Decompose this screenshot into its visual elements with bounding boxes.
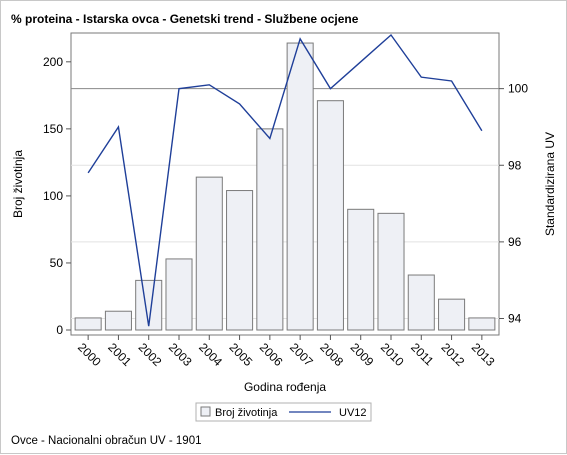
bars bbox=[74, 42, 496, 331]
bar bbox=[195, 176, 223, 331]
legend-bar-label: Broj životinja bbox=[215, 407, 278, 419]
bar bbox=[407, 274, 435, 331]
y-axis-label: Broj životinja bbox=[11, 150, 25, 218]
x-tick-label: 2013 bbox=[469, 340, 498, 369]
y2-axis-label: Standardizirana UV bbox=[543, 132, 557, 236]
bar bbox=[468, 317, 496, 331]
x-tick-label: 2005 bbox=[226, 340, 255, 369]
bar bbox=[347, 208, 375, 331]
bar bbox=[438, 298, 466, 331]
bar bbox=[377, 212, 405, 331]
y2-tick-label: 100 bbox=[508, 82, 528, 96]
legend-box bbox=[195, 402, 372, 422]
y2-tick-label: 98 bbox=[508, 158, 522, 172]
y-tick-label: 200 bbox=[43, 55, 63, 69]
y-tick-label: 50 bbox=[50, 256, 64, 270]
x-tick-label: 2008 bbox=[317, 340, 346, 369]
uv-line bbox=[87, 33, 483, 327]
x-tick-label: 2012 bbox=[438, 340, 467, 369]
bar bbox=[165, 258, 193, 331]
legend-line-label: UV12 bbox=[339, 407, 367, 419]
x-tick-label: 2003 bbox=[166, 340, 195, 369]
y-axis-left: 0 50 100 150 200 bbox=[43, 55, 71, 337]
bar bbox=[286, 42, 314, 331]
y-tick-label: 150 bbox=[43, 122, 63, 136]
legend-bar-swatch bbox=[200, 406, 211, 417]
bar bbox=[74, 317, 102, 331]
y-axis-right: 94 96 98 100 bbox=[499, 82, 528, 326]
x-axis: 2000 2001 2002 2003 2004 2005 2006 2007 2008 2009… bbox=[75, 335, 498, 369]
bar bbox=[256, 128, 284, 331]
y-tick-label: 100 bbox=[43, 189, 63, 203]
x-tick-label: 2002 bbox=[136, 340, 165, 369]
x-tick-label: 2004 bbox=[196, 340, 225, 369]
legend: Broj životinja UV12 bbox=[195, 402, 372, 422]
x-axis-label: Godina rođenja bbox=[244, 380, 326, 394]
x-tick-label: 2010 bbox=[378, 340, 407, 369]
chart-title: % proteina - Istarska ovca - Genetski tr… bbox=[11, 12, 359, 26]
x-tick-label: 2007 bbox=[287, 340, 316, 369]
bar bbox=[104, 310, 132, 331]
bar bbox=[226, 190, 254, 331]
x-tick-label: 2001 bbox=[105, 340, 134, 369]
x-tick-label: 2011 bbox=[408, 340, 436, 368]
x-tick-label: 2006 bbox=[257, 340, 286, 369]
y-tick-label: 0 bbox=[56, 323, 63, 337]
y2-tick-label: 94 bbox=[508, 312, 522, 326]
uv-series-line bbox=[87, 33, 483, 327]
x-tick-label: 2000 bbox=[75, 340, 104, 369]
bar bbox=[316, 100, 344, 331]
x-tick-label: 2009 bbox=[348, 340, 377, 369]
footnote: Ovce - Nacionalni obračun UV - 1901 bbox=[11, 435, 202, 447]
y2-tick-label: 96 bbox=[508, 235, 522, 249]
